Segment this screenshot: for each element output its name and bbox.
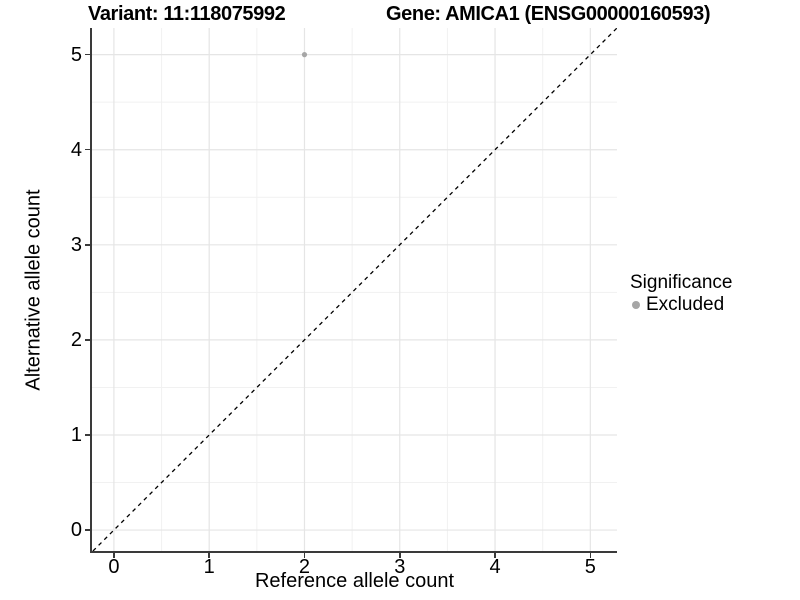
x-tick-label: 3	[394, 556, 406, 578]
x-tick-label: 4	[489, 556, 501, 578]
y-tick-mark	[85, 339, 90, 341]
y-tick-mark	[85, 53, 90, 56]
y-tick-mark	[85, 148, 90, 151]
excluded-point-icon	[632, 301, 640, 309]
x-tick-mark	[399, 553, 401, 558]
x-axis-title: Reference allele count	[254, 570, 454, 592]
plot-title-gene: Gene: AMICA1 (ENSG00000160593)	[386, 3, 711, 25]
y-tick-label: 0	[70, 519, 82, 542]
y-tick-label: 5	[70, 43, 82, 66]
y-tick-label: 4	[70, 138, 82, 161]
x-tick-label: 5	[584, 556, 596, 578]
y-tick-mark	[85, 434, 90, 436]
x-tick-label: 0	[108, 556, 120, 578]
legend-title: Significance	[630, 272, 733, 293]
plot-area	[92, 28, 617, 551]
x-tick-label: 1	[203, 556, 215, 578]
x-tick-mark	[494, 553, 496, 558]
y-tick-mark	[85, 529, 90, 531]
y-tick-label: 2	[70, 328, 82, 351]
x-tick-mark	[208, 553, 210, 558]
x-tick-mark	[589, 553, 592, 558]
data-point	[301, 52, 308, 58]
legend-item-label: Excluded	[646, 294, 725, 315]
plot-title-variant: Variant: 11:118075992	[88, 3, 286, 25]
y-tick-label: 3	[70, 233, 82, 256]
legend-item-excluded: Excluded	[630, 295, 732, 315]
plot-panel	[90, 28, 617, 553]
legend: Significance Excluded	[630, 272, 732, 315]
y-tick-mark	[85, 244, 90, 246]
y-axis-title: Alternative allele count	[22, 189, 45, 391]
x-tick-mark	[303, 553, 306, 558]
x-tick-mark	[113, 553, 115, 558]
x-tick-label: 2	[298, 556, 311, 578]
identity-line	[92, 28, 617, 551]
y-tick-label: 1	[70, 423, 82, 446]
